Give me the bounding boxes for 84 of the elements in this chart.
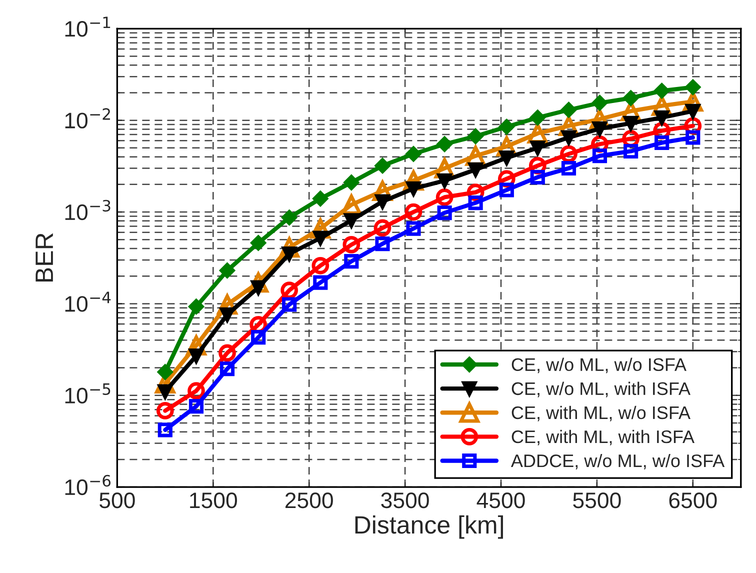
point <box>652 96 672 116</box>
point <box>186 335 206 356</box>
point <box>310 218 330 239</box>
point <box>561 102 576 118</box>
point <box>623 90 638 106</box>
point <box>406 146 422 162</box>
x-tick-label: 2500 <box>285 492 333 508</box>
point <box>558 116 579 136</box>
point <box>434 158 455 178</box>
point <box>341 194 362 215</box>
point <box>188 399 204 414</box>
y-tick-label: 10$^{−1}$ <box>65 16 110 37</box>
y-tick-label: 10$^{−5}$ <box>65 383 110 404</box>
point <box>188 382 205 400</box>
point <box>251 330 266 345</box>
point <box>156 402 174 420</box>
point <box>188 348 204 364</box>
point <box>342 236 360 254</box>
point <box>468 128 484 144</box>
point <box>313 230 328 246</box>
point <box>499 119 514 134</box>
point <box>654 135 670 150</box>
point <box>530 170 545 184</box>
point <box>592 95 608 111</box>
point <box>344 254 359 269</box>
point <box>344 213 359 228</box>
point <box>220 361 235 376</box>
point <box>496 136 517 156</box>
x-tick-label: 5500 <box>573 492 621 508</box>
point <box>374 158 390 174</box>
point <box>530 140 545 156</box>
x-axis-title: Distance [km] <box>355 515 503 539</box>
y-tick-label: 10$^{−4}$ <box>65 292 111 312</box>
point <box>624 116 638 131</box>
point <box>654 83 670 98</box>
point <box>560 145 578 163</box>
point <box>592 121 608 136</box>
point <box>436 136 452 152</box>
point <box>499 150 514 166</box>
point <box>248 272 268 293</box>
point <box>344 174 360 190</box>
point <box>499 182 514 198</box>
point <box>561 130 576 145</box>
point <box>437 206 452 220</box>
point <box>375 236 390 252</box>
point <box>375 194 390 209</box>
legend-label: CE, with ML, with ISFA <box>512 430 694 446</box>
y-axis-title: BER <box>36 233 53 282</box>
y-tick-label: 10$^{−2}$ <box>65 108 110 128</box>
point <box>624 144 638 159</box>
point <box>685 80 701 95</box>
point <box>282 297 297 312</box>
x-tick-label: 1500 <box>190 492 237 508</box>
legend-label: CE, w/o ML, with ISFA <box>512 382 690 398</box>
point <box>406 221 421 236</box>
x-tick-label: 6500 <box>669 492 717 508</box>
point <box>528 123 548 144</box>
y-tick-label: 10$^{−3}$ <box>65 200 110 220</box>
point <box>404 203 422 221</box>
point <box>466 146 486 166</box>
point <box>220 262 235 278</box>
x-tick-label: 3500 <box>381 492 429 508</box>
point <box>282 210 297 226</box>
point <box>313 275 328 290</box>
point <box>374 219 392 237</box>
point <box>436 188 454 206</box>
legend-label: CE, w/o ML, w/o ISFA <box>512 358 686 374</box>
point <box>530 110 546 126</box>
point <box>468 196 483 210</box>
point <box>217 294 238 315</box>
point <box>312 190 328 206</box>
legend-label: CE, with ML, w/o ISFA <box>512 406 690 422</box>
point <box>218 344 236 362</box>
point <box>158 422 172 438</box>
point <box>686 130 700 145</box>
point <box>312 256 330 274</box>
legend-label: ADDCE, w/o ML, w/o ISFA <box>510 454 725 470</box>
point <box>188 298 204 314</box>
point <box>592 148 608 164</box>
point <box>158 364 173 380</box>
x-tick-label: 4500 <box>476 492 525 508</box>
point <box>561 160 576 176</box>
point <box>279 237 300 258</box>
point <box>250 235 266 251</box>
